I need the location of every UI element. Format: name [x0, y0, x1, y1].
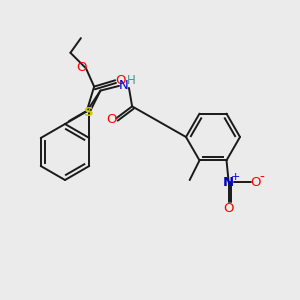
Text: O: O	[224, 202, 234, 215]
Text: O: O	[115, 74, 125, 87]
Text: O: O	[106, 113, 116, 126]
Text: H: H	[127, 74, 135, 87]
Text: S: S	[84, 106, 94, 119]
Text: -: -	[259, 171, 264, 185]
Text: O: O	[250, 176, 261, 189]
Text: +: +	[231, 172, 240, 182]
Text: N: N	[223, 176, 234, 189]
Text: O: O	[77, 61, 87, 74]
Text: N: N	[119, 80, 129, 92]
